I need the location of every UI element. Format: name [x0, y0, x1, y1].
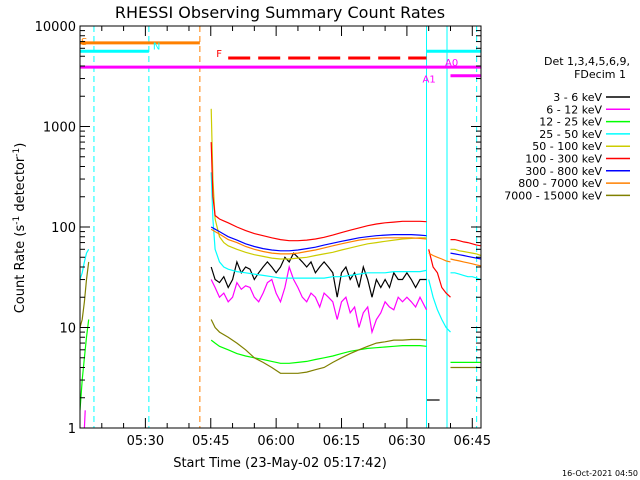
- series-line-800-7000-kev: [450, 258, 481, 267]
- y-tick-label: 100: [51, 221, 76, 236]
- chart-title: RHESSI Observing Summary Count Rates: [115, 3, 445, 22]
- y-tick-label: 10000: [35, 20, 76, 35]
- axes: 1 10 100 1000 10000 05:30 05:45 06:00 06:15 06:30…: [35, 20, 491, 449]
- flag-label-s: S: [81, 37, 87, 48]
- y-tick-label: 1000: [43, 121, 76, 136]
- series-line-100-300-kev: [210, 142, 427, 242]
- series-line-800-7000-kev: [428, 252, 451, 263]
- footer-date: 16-Oct-2021 04:50: [562, 469, 638, 478]
- series-line-800-7000-kev: [210, 228, 427, 255]
- x-axis-label: Start Time (23-May-02 05:17:42): [173, 456, 387, 471]
- x-tick-label: 06:15: [323, 434, 360, 449]
- x-tick-label: 05:45: [192, 434, 229, 449]
- flag-bars: S N F A0 A1: [80, 37, 481, 86]
- x-tick-label: 05:30: [127, 434, 164, 449]
- series-line-25-50-kev: [210, 172, 427, 279]
- legend-header-line-2: FDecim 1: [574, 68, 626, 81]
- legend-label-300-800-kev: 300 - 800 keV: [525, 165, 602, 178]
- flag-label-a1: A1: [422, 75, 435, 86]
- series-line-50-100-kev: [210, 108, 427, 260]
- flag-label-f: F: [216, 49, 222, 60]
- series-line-100-300-kev: [428, 249, 451, 298]
- series-line-25-50-kev: [80, 248, 90, 280]
- legend-label-25-50-kev: 25 - 50 keV: [539, 128, 602, 141]
- series-line-7000-15000-kev: [80, 261, 90, 328]
- legend-label-3-6-kev: 3 - 6 keV: [553, 91, 602, 104]
- y-tick-label: 10: [59, 322, 76, 337]
- x-tick-label: 06:00: [257, 434, 294, 449]
- series-line-100-300-kev: [450, 239, 481, 247]
- series-line-6-12-kev: [210, 264, 428, 335]
- series-line-12-25-kev: [210, 339, 427, 364]
- legend-header-line-1: Det 1,3,4,5,6,9,: [544, 55, 630, 68]
- series-line-7000-15000-kev: [210, 319, 427, 374]
- series-line-6-12-kev: [83, 410, 86, 428]
- series-line-300-800-kev: [210, 226, 427, 252]
- x-tick-label: 06:45: [454, 434, 491, 449]
- flag-label-n: N: [153, 41, 160, 52]
- series-layer: [80, 108, 481, 428]
- flag-label-a0: A0: [445, 58, 458, 69]
- legend-label-6-12-kev: 6 - 12 keV: [546, 103, 602, 116]
- legend-label-800-7000-kev: 800 - 7000 keV: [518, 177, 602, 190]
- series-line-300-800-kev: [450, 252, 481, 260]
- legend-label-12-25-kev: 12 - 25 keV: [539, 116, 602, 129]
- series-line-25-50-kev: [450, 272, 481, 281]
- y-tick-label: 1: [68, 422, 76, 437]
- y-axis-label: Count Rate (s-1 detector-1): [12, 143, 28, 314]
- x-tick-label: 06:30: [388, 434, 425, 449]
- legend-label-50-100-kev: 50 - 100 keV: [532, 140, 602, 153]
- series-line-3-6-kev: [210, 252, 427, 298]
- series-line-50-100-kev: [450, 248, 481, 257]
- legend-label-7000-15000-kev: 7000 - 15000 keV: [504, 189, 602, 202]
- legend-label-100-300-kev: 100 - 300 keV: [525, 153, 602, 166]
- series-line-25-50-kev: [428, 279, 451, 333]
